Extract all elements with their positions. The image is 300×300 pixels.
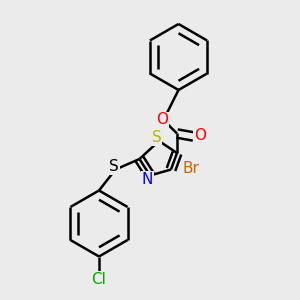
Text: S: S [109, 159, 119, 174]
Text: Br: Br [182, 161, 199, 176]
Text: O: O [194, 128, 206, 142]
Text: O: O [156, 112, 168, 128]
Text: Cl: Cl [92, 272, 106, 286]
Text: S: S [152, 130, 161, 146]
Text: N: N [142, 172, 153, 187]
